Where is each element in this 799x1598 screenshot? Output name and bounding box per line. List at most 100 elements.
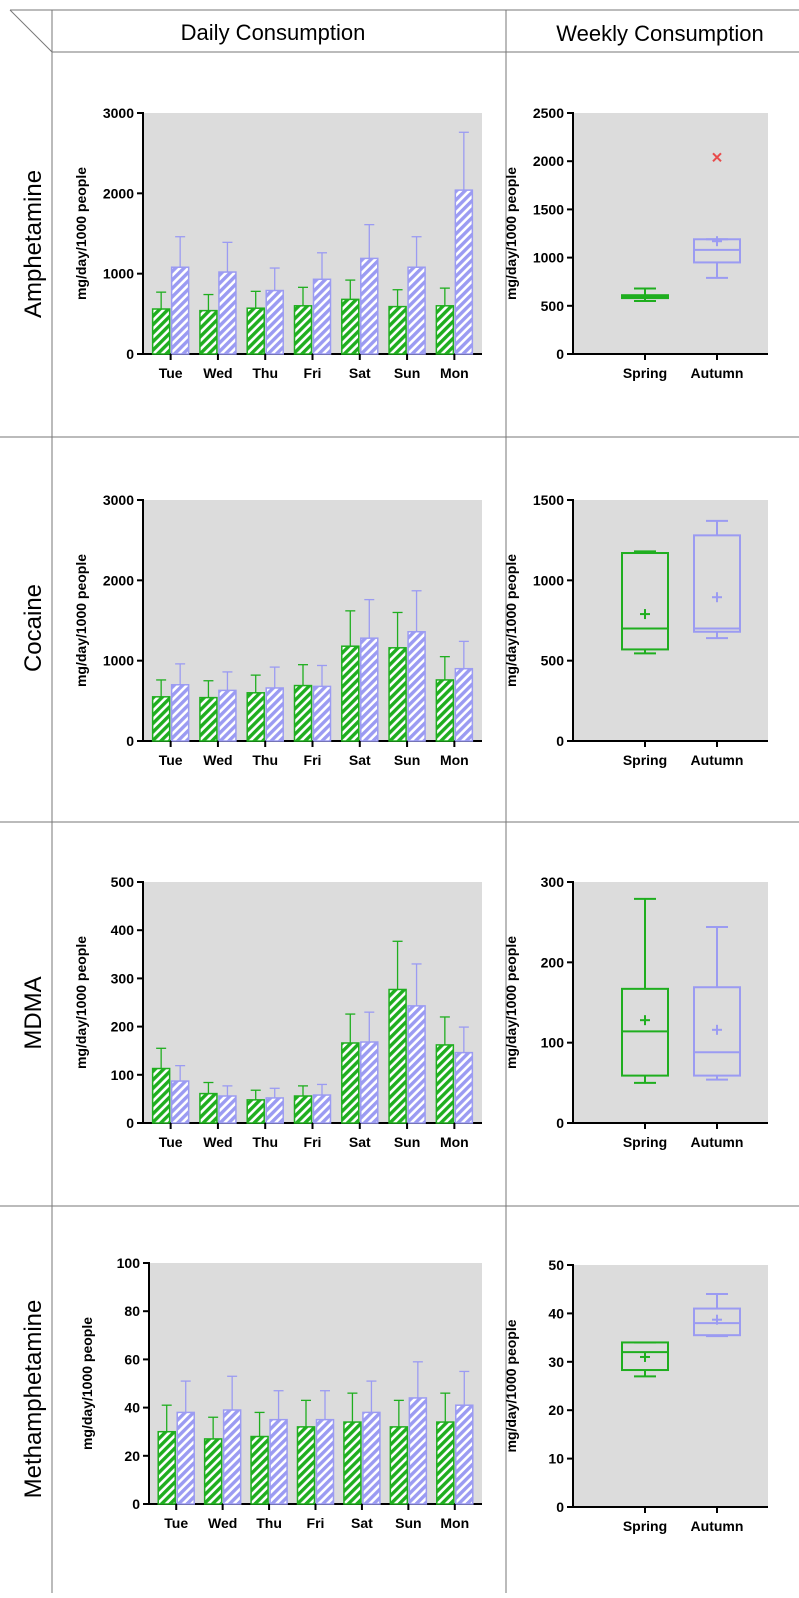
spring-bar [435,679,455,742]
x-tick-label: Autumn [691,365,744,381]
spring-bar [293,305,313,355]
daily-y-tick-label: 0 [126,733,134,749]
autumn-bar [265,1097,284,1124]
weekly-y-tick-label: 20 [548,1402,564,1418]
autumn-bar [407,266,426,355]
daily-y-tick-label: 1000 [103,653,134,669]
weekly-y-tick-label: 30 [548,1354,564,1370]
spring-bar [157,1430,176,1505]
weekly-y-tick-label: 1000 [533,572,564,588]
autumn-bar [408,1397,428,1505]
daily-y-tick-label: 3000 [103,492,134,508]
daily-y-axis-label: mg/day/1000 people [73,936,89,1069]
weekly-y-axis-label: mg/day/1000 people [503,167,519,300]
daily-y-tick-label: 100 [117,1255,141,1271]
spring-bar [246,307,265,355]
x-tick-label: Thu [252,1134,278,1150]
autumn-bar [360,257,379,355]
spring-bar [436,1421,455,1505]
daily-y-axis-label: mg/day/1000 people [79,1317,95,1450]
autumn-bar [407,1005,426,1124]
autumn-box [693,1307,741,1337]
spring-bar [293,684,313,742]
spring-bar [203,1438,223,1505]
weekly-consumption-header: Weekly Consumption [556,21,763,46]
weekly-y-tick-label: 50 [548,1257,564,1273]
spring-bar [388,988,407,1124]
x-tick-label: Autumn [691,1518,744,1534]
x-tick-label: Wed [203,365,232,381]
x-tick-label: Tue [159,365,183,381]
weekly-plot-area [573,1265,768,1507]
autumn-bar [222,1409,242,1505]
table-frame [0,9,799,1593]
daily-y-axis-label: mg/day/1000 people [73,167,89,300]
weekly-plot-area [573,500,768,741]
daily-chart-3: 0 20 40 60 80 100 mg/day/1000 people Tue Wed Thu F… [79,1255,482,1531]
weekly-y-tick-label: 2500 [533,105,564,121]
daily-y-tick-label: 2000 [103,185,134,201]
weekly-chart-1: 0 500 1000 1500 mg/day/1000 people Spring Autu… [503,492,768,768]
x-tick-label: Wed [203,752,232,768]
row-label-cocaine: Cocaine [20,584,47,672]
daily-chart-2: 0 100 200 300 400 500 mg/day/1000 people Tue Wed… [73,874,482,1150]
spring-bar [151,696,171,742]
spring-bar [293,1095,313,1124]
weekly-y-tick-label: 100 [541,1035,565,1051]
x-tick-label: Mon [440,1515,469,1531]
row-label-amphetamine: Amphetamine [20,170,47,318]
daily-plot-area [143,882,482,1123]
autumn-bar [170,1080,190,1124]
autumn-bar [455,1404,474,1505]
autumn-bar [170,266,190,355]
weekly-chart-0: 0 500 1000 1500 2000 2500 mg/day/1000 people Sp… [503,105,768,381]
weekly-plot-area [573,113,768,354]
autumn-bar [362,1411,381,1505]
daily-y-axis-label: mg/day/1000 people [73,554,89,687]
autumn-bar [360,637,379,742]
daily-y-tick-label: 60 [124,1351,140,1367]
autumn-bar [312,1094,332,1124]
weekly-y-tick-label: 200 [541,954,565,970]
spring-bar [246,1099,265,1124]
x-tick-label: Spring [623,1134,667,1150]
weekly-chart-2: 0 100 200 300 mg/day/1000 people Spring Autumn [503,874,768,1150]
spring-bar [389,1426,409,1505]
spring-bar [341,298,360,355]
spring-bar [435,305,455,355]
weekly-y-tick-label: 500 [541,298,565,314]
autumn-bar [176,1411,195,1505]
daily-consumption-header: Daily Consumption [181,20,366,45]
daily-y-tick-label: 0 [132,1496,140,1512]
spring-bar [199,696,218,742]
spring-box [621,1341,669,1372]
x-tick-label: Fri [304,752,322,768]
daily-y-tick-label: 400 [111,922,135,938]
outlier-marker [712,152,722,163]
x-tick-label: Sat [351,1515,373,1531]
weekly-y-tick-label: 0 [556,1499,564,1515]
daily-y-tick-label: 200 [111,1019,135,1035]
x-tick-label: Spring [623,365,667,381]
weekly-y-axis-label: mg/day/1000 people [503,936,519,1069]
autumn-bar [218,271,237,355]
x-tick-label: Sat [349,752,371,768]
spring-bar [250,1435,269,1505]
weekly-y-tick-label: 500 [541,653,565,669]
spring-bar [343,1421,362,1505]
autumn-bar [265,289,284,355]
weekly-y-axis-label: mg/day/1000 people [503,1319,519,1452]
autumn-bar [218,1095,237,1124]
daily-chart-0: 0 1000 2000 3000 mg/day/1000 people Tue Wed Thu… [73,105,482,381]
daily-y-tick-label: 80 [124,1303,140,1319]
autumn-bar [312,278,332,355]
spring-bar [199,1092,218,1124]
x-tick-label: Wed [208,1515,237,1531]
autumn-bar [454,667,474,742]
x-tick-label: Thu [256,1515,282,1531]
x-tick-label: Sun [395,1515,421,1531]
daily-y-tick-label: 300 [111,970,135,986]
weekly-y-tick-label: 0 [556,346,564,362]
weekly-y-tick-label: 2000 [533,153,564,169]
